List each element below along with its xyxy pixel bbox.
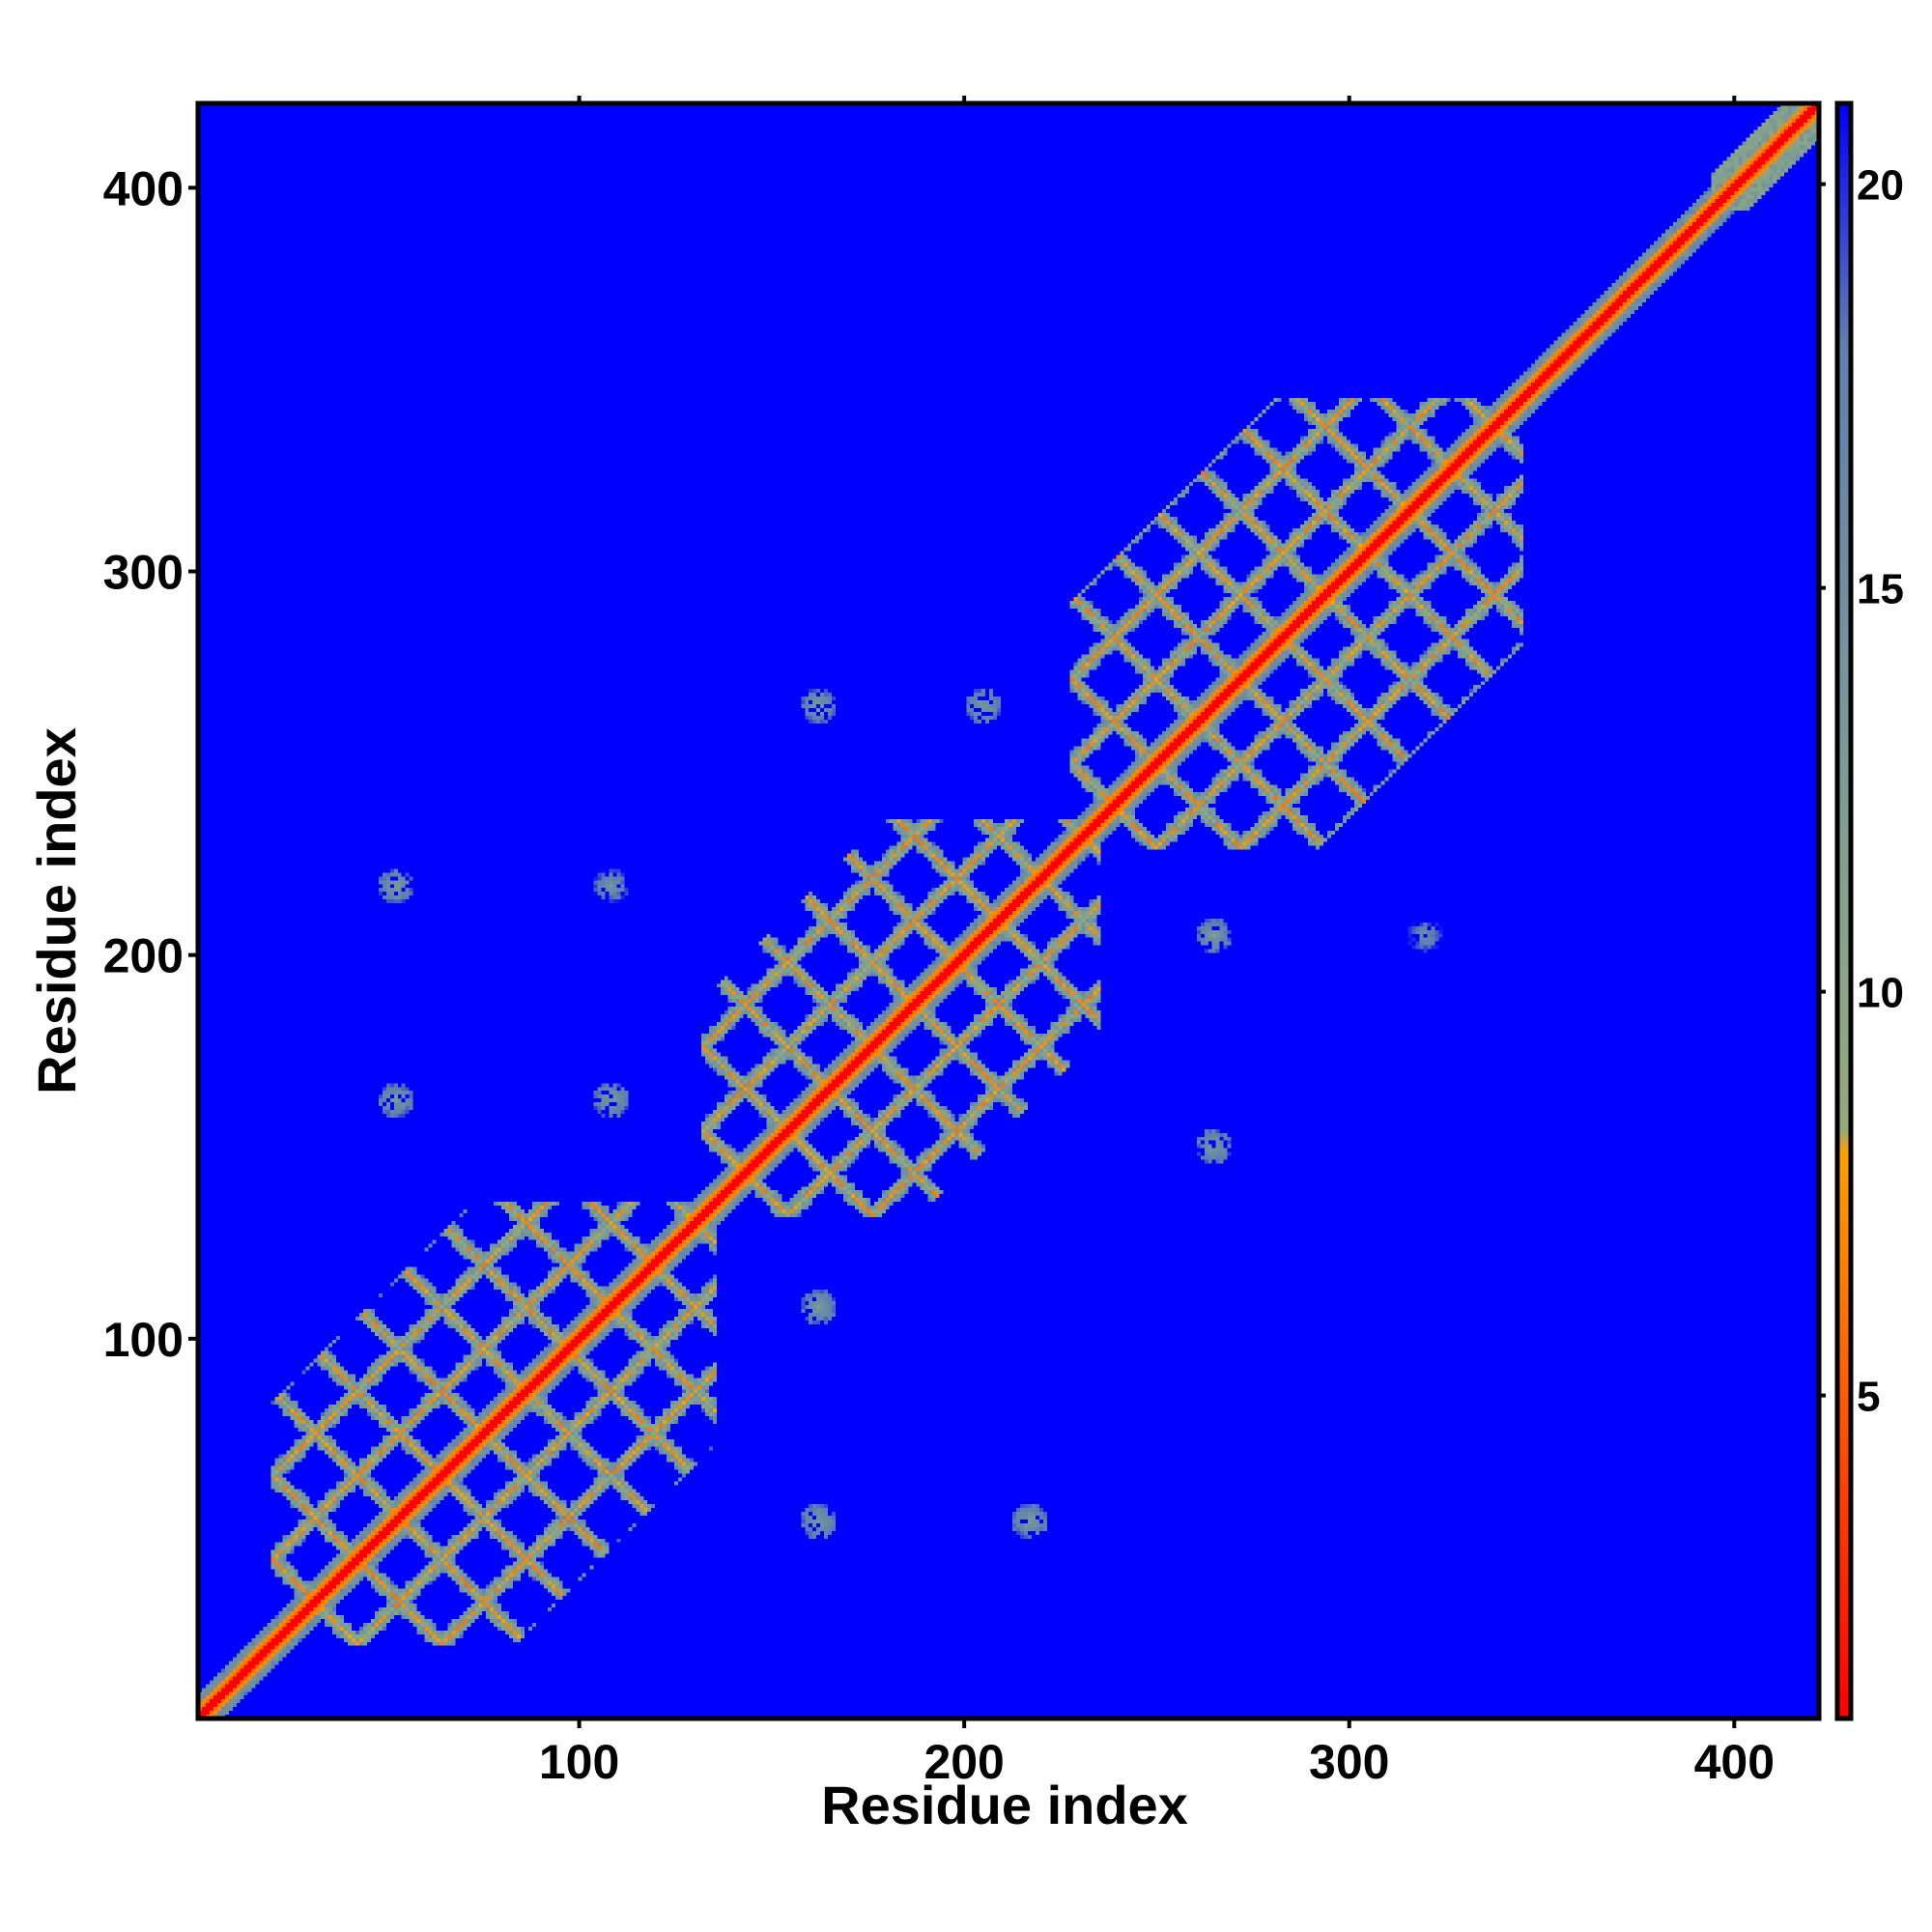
y-tick-label: 400 [103, 161, 184, 215]
y-tick-label: 200 [103, 929, 184, 983]
colorbar-tick-label: 10 [1857, 970, 1904, 1017]
y-tick-label: 300 [103, 546, 184, 600]
y-axis-ticks: 100 200 300 400 [103, 161, 198, 1367]
x-tick-label: 200 [923, 1735, 1004, 1789]
colorbar-frame [1834, 100, 1854, 1721]
heatmap-raster [198, 103, 1819, 1719]
colorbar-tick-label: 20 [1857, 162, 1904, 210]
y-tick-label: 100 [103, 1313, 184, 1367]
heatmap-canvas [198, 103, 1819, 1719]
x-axis-title: Residue index [821, 1775, 1188, 1835]
plot-frame [195, 100, 1822, 1721]
colorbar-ticks: 5 10 15 20 [1819, 162, 1904, 1421]
x-tick-label: 300 [1309, 1735, 1389, 1789]
colorbar-tick-label: 5 [1857, 1374, 1880, 1421]
colorbar: 5 10 15 20 [1819, 100, 1904, 1721]
heatmap [198, 103, 1819, 1719]
x-axis-ticks: 100 200 300 400 [539, 96, 1775, 1789]
y-axis-title: Residue index [26, 727, 87, 1094]
x-tick-label: 100 [539, 1735, 619, 1789]
colorbar-gradient [1837, 103, 1851, 1719]
x-tick-label: 400 [1694, 1735, 1775, 1789]
colorbar-tick-label: 15 [1857, 566, 1904, 613]
